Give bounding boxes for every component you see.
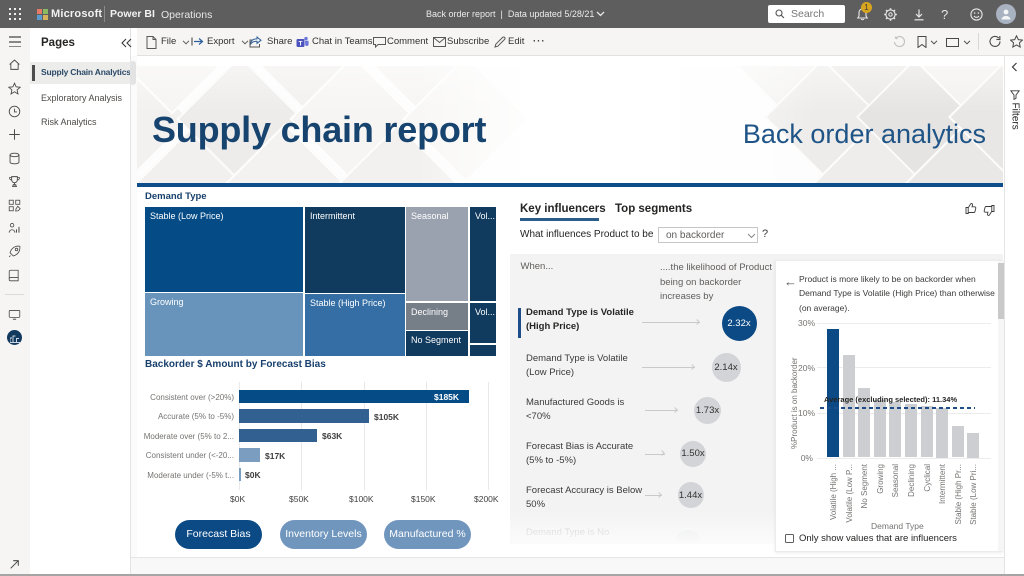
svg-text:T: T (299, 40, 303, 47)
